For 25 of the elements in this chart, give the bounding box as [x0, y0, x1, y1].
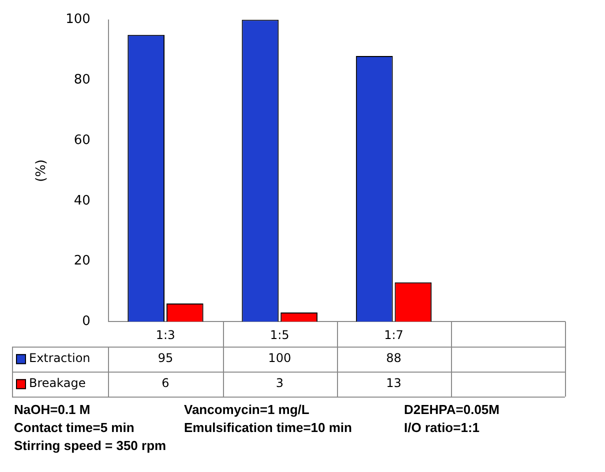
data-label: 95 — [158, 351, 174, 366]
text: Vancomycin=1 mg/L — [184, 402, 310, 417]
y-tick-label: 60 — [74, 132, 90, 148]
text: Stirring speed = 350 rpm — [14, 438, 168, 453]
y-tick-label: 80 — [74, 72, 90, 88]
x-tick-label: 1:7 — [384, 328, 404, 342]
legend-label: Extraction — [29, 351, 90, 366]
x-tick-label: 1:3 — [156, 328, 176, 342]
data-label: 88 — [386, 351, 402, 366]
y-tick-label: 100 — [66, 12, 90, 28]
y-tick-label: 0 — [82, 314, 90, 329]
text: D2EHPA=0.05M — [404, 402, 500, 417]
data-label: 13 — [386, 376, 402, 390]
text: I/O ratio=1:1 — [404, 420, 480, 435]
y-axis-title: (%) — [34, 159, 50, 182]
text: NaOH=0.1 M — [14, 402, 92, 417]
legend-label: Breakage — [29, 376, 86, 390]
y-tick-label: 40 — [74, 193, 90, 208]
data-label: 3 — [276, 376, 284, 390]
text: Emulsification time=10 min — [184, 420, 353, 435]
y-tick-label: 20 — [74, 254, 90, 269]
text: Contact time=5 min — [14, 420, 136, 435]
x-tick-label: 1:5 — [270, 328, 290, 342]
data-label: 100 — [268, 351, 292, 366]
data-label: 6 — [162, 376, 170, 390]
